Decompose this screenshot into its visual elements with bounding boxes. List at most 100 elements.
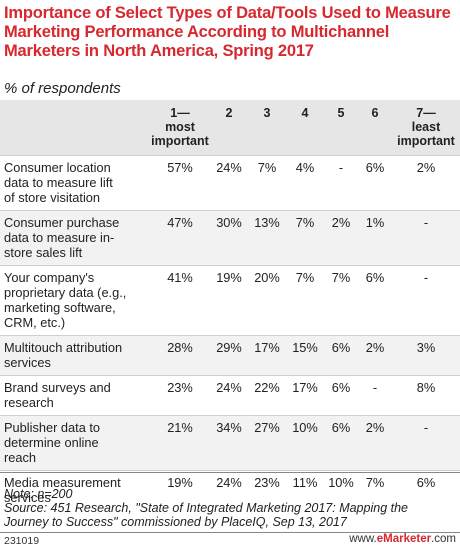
column-header-3: 3 <box>248 100 286 156</box>
source-text: Source: 451 Research, "State of Integrat… <box>4 501 408 529</box>
column-header-text: important <box>397 134 455 148</box>
bottom-divider <box>0 532 460 533</box>
column-header-7: 7— least important <box>392 100 460 156</box>
table-header-row: 1— most important 2 3 4 5 6 7— least important <box>0 100 460 156</box>
row-label-line: research <box>4 395 54 410</box>
row-label-line: CRM, etc.) <box>4 315 66 330</box>
brand-name: eMarketer <box>376 533 432 545</box>
column-header-text: 5 <box>337 106 345 120</box>
column-header-text: 2 <box>225 106 233 120</box>
table-cell: 6% <box>331 340 351 355</box>
table-cell: 19% <box>216 270 242 285</box>
row-label-line: Your company's <box>4 270 95 285</box>
table-cell: 29% <box>216 340 242 355</box>
footer-divider <box>0 472 460 473</box>
row-label-line: Brand surveys and <box>4 380 111 395</box>
table-cell: 1% <box>365 215 385 230</box>
table-cell: - <box>372 380 378 395</box>
brand-prefix: www. <box>349 533 377 545</box>
column-header-1: 1— most important <box>150 100 210 156</box>
table-cell: 19% <box>167 475 193 490</box>
table-cell: 24% <box>216 160 242 175</box>
row-label-line: of store visitation <box>4 190 101 205</box>
table-cell: 7% <box>295 270 315 285</box>
table-cell: 7% <box>331 270 351 285</box>
table-cell: 6% <box>365 160 385 175</box>
row-label-line: services <box>4 490 51 505</box>
table-cell: 41% <box>167 270 193 285</box>
table-cell: 6% <box>331 420 351 435</box>
chart-title: Importance of Select Types of Data/Tools… <box>4 4 451 60</box>
table-row: Consumer location data to measure lift of … <box>0 155 460 211</box>
table-cell: 7% <box>295 215 315 230</box>
table-row: Consumer purchase data to measure in-stor… <box>0 210 460 266</box>
table-cell: 28% <box>167 340 193 355</box>
table-cell: 4% <box>295 160 315 175</box>
table-cell: - <box>423 215 429 230</box>
table-cell: 27% <box>254 420 280 435</box>
chart-subtitle: % of respondents <box>4 80 121 97</box>
table-cell: 6% <box>331 380 351 395</box>
column-header-text: least <box>411 120 441 134</box>
table-row: Media measurement services 19% 24% 23% 11% 10%… <box>0 470 460 511</box>
table-cell: 13% <box>254 215 280 230</box>
table-cell: 2% <box>365 420 385 435</box>
table-cell: 57% <box>167 160 193 175</box>
table-cell: 22% <box>254 380 280 395</box>
brand-logo[interactable]: www.eMarketer.com <box>349 533 456 545</box>
data-table: 1— most important 2 3 4 5 6 7— least important Con… <box>0 100 460 510</box>
brand-suffix: .com <box>431 533 456 545</box>
row-label: Consumer location data to measure lift of … <box>0 156 150 211</box>
row-label-line: Publisher data to <box>4 420 101 435</box>
table-cell: 23% <box>167 380 193 395</box>
row-label: Consumer purchase data to measure in-stor… <box>0 211 150 266</box>
row-label-line: data to measure lift <box>4 175 113 190</box>
row-label-line: marketing software, <box>4 300 116 315</box>
row-label: Media measurement services <box>0 471 150 511</box>
table-cell: 15% <box>292 340 318 355</box>
table-cell: - <box>338 160 344 175</box>
table-cell: 8% <box>416 380 436 395</box>
table-cell: 23% <box>254 475 280 490</box>
table-cell: 30% <box>216 215 242 230</box>
column-header-5: 5 <box>324 100 358 156</box>
column-header-6: 6 <box>358 100 392 156</box>
table-cell: 3% <box>416 340 436 355</box>
row-label: Brand surveys and research <box>0 376 150 416</box>
row-label: Multitouch attribution services <box>0 336 150 376</box>
column-header-2: 2 <box>210 100 248 156</box>
table-row: Your company's proprietary data (e.g., mar… <box>0 265 460 336</box>
row-label-line: store sales lift <box>4 245 83 260</box>
table-row: Publisher data to determine online reach 21… <box>0 415 460 471</box>
table-cell: 7% <box>365 475 385 490</box>
table-cell: 2% <box>365 340 385 355</box>
table-cell: 34% <box>216 420 242 435</box>
table-cell: 11% <box>292 475 318 490</box>
table-cell: - <box>423 420 429 435</box>
column-header-text: 1— <box>170 106 190 120</box>
table-cell: 47% <box>167 215 193 230</box>
table-cell: 6% <box>365 270 385 285</box>
row-label-line: proprietary data (e.g., <box>4 285 127 300</box>
column-header-text: most <box>165 120 195 134</box>
column-header-text: 6 <box>371 106 379 120</box>
chart-id: 231019 <box>4 535 40 547</box>
note-text: Note: n=200 <box>4 487 73 501</box>
table-cell: - <box>423 270 429 285</box>
row-label: Publisher data to determine online reach <box>0 416 150 471</box>
table-row: Multitouch attribution services 28% 29% 17% 1… <box>0 335 460 376</box>
table-cell: 7% <box>257 160 277 175</box>
data-table-container: 1— most important 2 3 4 5 6 7— least important Con… <box>0 100 460 510</box>
table-row: Brand surveys and research 23% 24% 22% 17% 6% -… <box>0 375 460 416</box>
table-cell: 10% <box>328 475 354 490</box>
row-label-line: reach <box>4 450 37 465</box>
row-label-line: Multitouch attribution <box>4 340 123 355</box>
column-header-text: 3 <box>263 106 271 120</box>
table-body: Consumer location data to measure lift of … <box>0 155 460 511</box>
table-cell: 21% <box>167 420 193 435</box>
header-blank <box>0 100 150 156</box>
column-header-text: 7— <box>416 106 436 120</box>
table-cell: 17% <box>292 380 318 395</box>
table-cell: 20% <box>254 270 280 285</box>
row-label-line: determine online <box>4 435 99 450</box>
